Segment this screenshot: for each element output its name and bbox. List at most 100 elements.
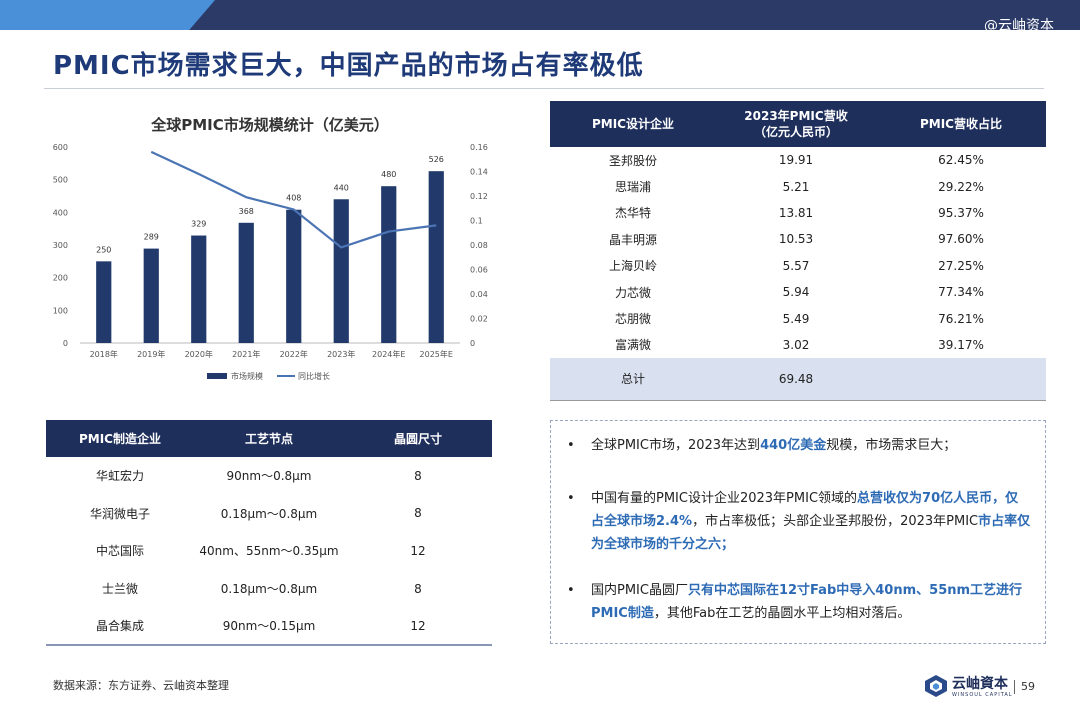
- market-size-chart: 0 100 200 300 400 500 600 0 0.02 0.04 0.06 0.08 0.1 0…: [53, 143, 488, 381]
- y-right-tick-label: 0.12: [470, 192, 488, 201]
- key-point-2-highlight: 总营收仅为70亿人民币，仅占全球市场2.4%: [591, 491, 1019, 529]
- key-point-3: • 国内PMIC晶圆厂只有中芯国际在12寸Fab中导入40nm、55nm工艺进行…: [567, 579, 1031, 625]
- bar-data-label: 368: [239, 207, 254, 216]
- revenue-cell: 5.49: [782, 311, 810, 326]
- mfg-company-cell: 中芯国际: [95, 544, 144, 559]
- design-table-row: 芯朋微 5.49 76.21%: [550, 305, 1046, 331]
- process-node-cell: 90nm～0.8μm: [226, 469, 312, 484]
- title-divider: [44, 88, 1044, 89]
- mfg-company-cell: 晶合集成: [95, 619, 144, 634]
- header-revenue-line2: （亿元人民币）: [753, 125, 838, 139]
- mfg-table-row: 华虹宏力 90nm～0.8μm 8: [46, 457, 492, 495]
- y-right-tick-label: 0.16: [470, 143, 488, 152]
- bar: [191, 235, 207, 343]
- total-revenue: 69.48: [716, 358, 876, 401]
- y-left-tick-label: 600: [53, 143, 68, 152]
- key-point-1-highlight: 440亿美金: [760, 438, 827, 453]
- wafer-size-cell: 8: [414, 581, 422, 596]
- company-logo-icon: [925, 675, 947, 697]
- share-cell: 62.45%: [938, 153, 984, 168]
- wafer-size-cell: 8: [414, 468, 422, 483]
- mfg-table-row: 华润微电子 0.18μm～0.8μm 8: [46, 495, 492, 533]
- share-cell: 97.60%: [938, 232, 984, 247]
- design-table-row: 圣邦股份 19.91 62.45%: [550, 147, 1046, 173]
- header-revenue: 2023年PMIC营收 （亿元人民币）: [716, 101, 876, 147]
- revenue-cell: 5.57: [782, 258, 810, 273]
- design-company-cell: 上海贝岭: [608, 259, 657, 274]
- key-point-2-highlight-2: 市占率仅为全球市场的千分之六；: [591, 514, 1031, 552]
- x-tick-label: 2025年E: [420, 349, 453, 359]
- key-point-2: • 中国有量的PMIC设计企业2023年PMIC领域的总营收仅为70亿人民币，仅…: [567, 487, 1031, 556]
- bar-data-label: 329: [191, 220, 206, 229]
- page-separator: [1014, 680, 1015, 694]
- mfg-table-row: 士兰微 0.18μm～0.8μm 8: [46, 570, 492, 608]
- y-left-tick-label: 500: [53, 176, 68, 185]
- design-table-row: 思瑞浦 5.21 29.22%: [550, 173, 1046, 199]
- x-tick-label: 2019年: [137, 349, 165, 359]
- key-points-box: • 全球PMIC市场，2023年达到440亿美金规模，市场需求巨大； • 中国有…: [550, 420, 1046, 644]
- key-point-1-text-end: 规模，市场需求巨大；: [826, 438, 957, 453]
- x-tick-label: 2018年: [90, 349, 118, 359]
- process-node-cell: 90nm～0.15μm: [222, 619, 316, 634]
- watermark: @云岫资本: [984, 18, 1054, 34]
- design-table-row: 富满微 3.02 39.17%: [550, 332, 1046, 358]
- bar: [381, 186, 397, 343]
- y-right-tick-label: 0.1: [470, 217, 483, 226]
- logo-subtext: WINSOUL CAPITAL: [952, 692, 1013, 698]
- y-right-tick-label: 0.14: [470, 168, 488, 177]
- mfg-company-cell: 士兰微: [101, 582, 138, 597]
- header-revenue-line1: 2023年PMIC营收: [744, 109, 848, 123]
- wafer-size-cell: 12: [410, 618, 426, 633]
- key-point-3-text-end: ，其他Fab在工艺的晶圆水平上均相对落后。: [653, 606, 911, 621]
- legend-line-label: 同比增长: [298, 371, 330, 381]
- share-cell: 29.22%: [938, 179, 984, 194]
- design-company-cell: 圣邦股份: [608, 153, 657, 168]
- design-company-cell: 晶丰明源: [608, 232, 657, 247]
- key-point-2-text-mid: ，市占率极低；头部企业圣邦股份，2023年PMIC: [692, 514, 979, 529]
- share-cell: 76.21%: [938, 311, 984, 326]
- mfg-table-row: 晶合集成 90nm～0.15μm 12: [46, 607, 492, 645]
- y-left-tick-label: 200: [53, 274, 68, 283]
- key-point-3-text: 国内PMIC晶圆厂: [591, 583, 688, 598]
- bar: [238, 222, 254, 343]
- bar-data-label: 408: [286, 194, 301, 203]
- x-tick-label: 2024年E: [372, 349, 405, 359]
- header-mfg-company: PMIC制造企业: [46, 420, 194, 457]
- revenue-cell: 5.94: [782, 285, 810, 300]
- x-tick-label: 2023年: [327, 349, 355, 359]
- mfg-company-cell: 华虹宏力: [95, 469, 144, 484]
- total-share: [876, 358, 1046, 401]
- bullet-dot: •: [567, 583, 575, 598]
- page-number: 59: [1021, 680, 1035, 693]
- logo-text: 云岫資本: [952, 676, 1008, 692]
- bar: [143, 248, 159, 343]
- key-point-1-text: 全球PMIC市场，2023年达到: [591, 438, 761, 453]
- mfg-company-cell: 华润微电子: [89, 506, 150, 521]
- chart-title: 全球PMIC市场规模统计（亿美元）: [151, 116, 389, 134]
- revenue-cell: 13.81: [778, 205, 814, 220]
- bar-data-label: 289: [144, 233, 159, 242]
- revenue-cell: 10.53: [778, 232, 814, 247]
- key-point-3-highlight: 只有中芯国际在12寸Fab中导入40nm、55nm工艺进行PMIC制造: [591, 583, 1023, 621]
- design-table-total-row: 总计 69.48: [550, 358, 1046, 401]
- design-table-row: 杰华特 13.81 95.37%: [550, 200, 1046, 226]
- share-cell: 95.37%: [938, 205, 984, 220]
- revenue-cell: 3.02: [782, 337, 810, 352]
- y-right-tick-label: 0.06: [470, 266, 488, 275]
- y-left-tick-label: 0: [63, 339, 68, 348]
- process-node-cell: 0.18μm～0.8μm: [220, 506, 318, 521]
- mfg-table-row: 中芯国际 40nm、55nm～0.35μm 12: [46, 532, 492, 570]
- share-cell: 39.17%: [938, 337, 984, 352]
- y-left-tick-label: 400: [53, 208, 68, 217]
- design-table-row: 晶丰明源 10.53 97.60%: [550, 226, 1046, 252]
- bullet-dot: •: [567, 491, 575, 506]
- y-right-tick-label: 0: [470, 339, 475, 348]
- y-right-tick-label: 0.02: [470, 315, 488, 324]
- wafer-size-cell: 8: [414, 506, 422, 521]
- header-revenue-share: PMIC营收占比: [876, 101, 1046, 147]
- legend-bar-swatch: [207, 373, 227, 379]
- y-right-tick-label: 0.04: [470, 290, 488, 299]
- share-cell: 77.34%: [938, 285, 984, 300]
- header-wafer-size: 晶圆尺寸: [344, 420, 492, 457]
- design-company-cell: 力芯微: [614, 285, 651, 300]
